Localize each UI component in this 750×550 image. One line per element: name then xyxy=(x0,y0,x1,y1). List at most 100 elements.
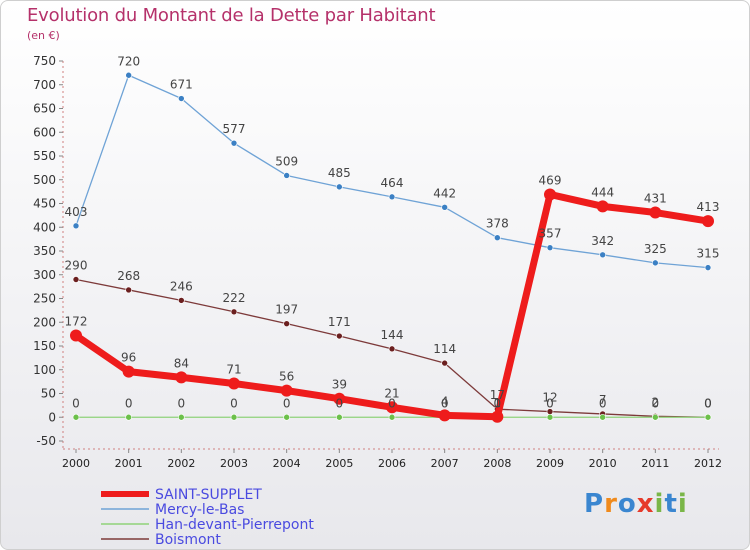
data-label-mercy-le-bas: 342 xyxy=(591,234,614,248)
data-point-saint-supplet xyxy=(649,206,662,219)
data-label-han-devant-pierrepont: 0 xyxy=(388,396,396,410)
data-point-han-devant-pierrepont xyxy=(125,413,132,421)
x-tick-label: 2002 xyxy=(167,457,195,470)
data-point-han-devant-pierrepont xyxy=(72,413,80,421)
data-label-han-devant-pierrepont: 0 xyxy=(546,396,554,410)
data-point-han-devant-pierrepont xyxy=(230,413,238,421)
logo-letter: P xyxy=(584,489,605,519)
data-label-saint-supplet: 84 xyxy=(174,356,189,370)
data-point-boismont xyxy=(441,359,448,367)
data-label-mercy-le-bas: 325 xyxy=(644,242,667,256)
data-point-saint-supplet xyxy=(491,410,504,423)
data-point-saint-supplet xyxy=(175,371,188,384)
y-tick-label: 350 xyxy=(33,244,56,258)
y-tick-label: 600 xyxy=(33,125,56,139)
data-label-han-devant-pierrepont: 0 xyxy=(704,396,712,410)
x-tick-label: 2003 xyxy=(220,457,248,470)
data-label-han-devant-pierrepont: 0 xyxy=(178,396,186,410)
data-point-saint-supplet xyxy=(122,365,135,378)
data-label-saint-supplet: 172 xyxy=(65,315,88,329)
data-label-mercy-le-bas: 509 xyxy=(275,154,298,168)
data-label-boismont: 0 xyxy=(704,396,712,410)
data-point-boismont xyxy=(125,286,132,294)
data-label-boismont: 2 xyxy=(652,395,660,409)
data-label-han-devant-pierrepont: 0 xyxy=(494,396,502,410)
data-label-han-devant-pierrepont: 0 xyxy=(336,396,344,410)
data-point-mercy-le-bas xyxy=(546,244,554,251)
data-label-boismont: 197 xyxy=(275,303,298,317)
data-label-saint-supplet: 431 xyxy=(644,192,667,206)
data-label-saint-supplet: 4 xyxy=(441,394,449,408)
data-label-saint-supplet: 444 xyxy=(591,185,614,199)
chart-subtitle: (en €) xyxy=(27,29,60,42)
x-tick-label: 2009 xyxy=(536,457,564,470)
data-label-boismont: 222 xyxy=(223,291,246,305)
y-tick-label: 50 xyxy=(41,387,56,401)
y-tick-label: -50 xyxy=(36,434,56,448)
data-label-mercy-le-bas: 403 xyxy=(65,205,88,219)
x-tick-label: 2004 xyxy=(273,457,301,470)
data-label-saint-supplet: 1 xyxy=(494,396,502,410)
data-point-mercy-le-bas xyxy=(336,183,343,191)
data-label-han-devant-pierrepont: 0 xyxy=(72,396,80,410)
data-point-han-devant-pierrepont xyxy=(336,413,343,421)
data-label-mercy-le-bas: 357 xyxy=(539,227,562,241)
data-point-boismont xyxy=(388,345,396,353)
logo-letter: x xyxy=(636,489,655,519)
data-label-mercy-le-bas: 720 xyxy=(117,54,140,68)
data-point-han-devant-pierrepont xyxy=(546,413,554,421)
logo-letter: t xyxy=(664,489,678,519)
logo-letter: o xyxy=(617,489,637,519)
data-point-han-devant-pierrepont xyxy=(178,413,185,421)
y-tick-label: 0 xyxy=(48,410,56,424)
y-tick-label: 700 xyxy=(33,78,56,92)
data-label-mercy-le-bas: 315 xyxy=(697,247,720,261)
x-tick-label: 2011 xyxy=(641,457,669,470)
logo-letter: i xyxy=(654,489,665,519)
legend-label: Mercy-le-Bas xyxy=(155,502,244,518)
data-label-boismont: 268 xyxy=(117,269,140,283)
x-tick-label: 2006 xyxy=(378,457,406,470)
y-tick-label: 550 xyxy=(33,149,56,163)
data-point-mercy-le-bas xyxy=(230,139,238,147)
data-label-boismont: 144 xyxy=(381,328,404,342)
data-point-saint-supplet xyxy=(544,188,556,201)
data-point-mercy-le-bas xyxy=(704,264,712,271)
data-label-saint-supplet: 21 xyxy=(384,386,399,400)
data-label-han-devant-pierrepont: 0 xyxy=(441,396,449,410)
data-label-saint-supplet: 96 xyxy=(121,351,136,365)
y-tick-label: 400 xyxy=(33,220,56,234)
data-label-han-devant-pierrepont: 0 xyxy=(599,396,607,410)
data-point-saint-supplet xyxy=(702,215,714,228)
data-point-mercy-le-bas xyxy=(599,251,606,259)
data-point-han-devant-pierrepont xyxy=(388,413,396,421)
y-tick-label: 450 xyxy=(33,197,56,211)
data-label-saint-supplet: 413 xyxy=(697,200,720,214)
data-label-mercy-le-bas: 378 xyxy=(486,217,509,231)
data-label-boismont: 7 xyxy=(599,393,607,407)
x-tick-label: 2001 xyxy=(115,457,143,470)
data-label-saint-supplet: 71 xyxy=(226,363,241,377)
data-point-han-devant-pierrepont xyxy=(283,413,290,421)
x-tick-label: 2000 xyxy=(62,457,90,470)
y-tick-label: 100 xyxy=(33,363,56,377)
y-tick-label: 200 xyxy=(33,315,56,329)
data-label-saint-supplet: 56 xyxy=(279,370,294,384)
data-point-boismont xyxy=(283,320,290,327)
x-tick-label: 2012 xyxy=(694,457,722,470)
data-label-mercy-le-bas: 671 xyxy=(170,78,193,92)
x-tick-label: 2005 xyxy=(325,457,353,470)
data-label-mercy-le-bas: 464 xyxy=(381,176,404,190)
data-label-mercy-le-bas: 577 xyxy=(223,122,246,136)
y-tick-label: 150 xyxy=(33,339,56,353)
data-label-boismont: 114 xyxy=(433,342,456,356)
data-point-mercy-le-bas xyxy=(388,193,396,201)
data-point-han-devant-pierrepont xyxy=(599,413,606,421)
logo-letter: i xyxy=(677,489,688,519)
data-label-boismont: 171 xyxy=(328,315,351,329)
data-label-han-devant-pierrepont: 0 xyxy=(283,396,291,410)
data-point-mercy-le-bas xyxy=(283,172,290,179)
data-point-han-devant-pierrepont xyxy=(704,413,712,421)
